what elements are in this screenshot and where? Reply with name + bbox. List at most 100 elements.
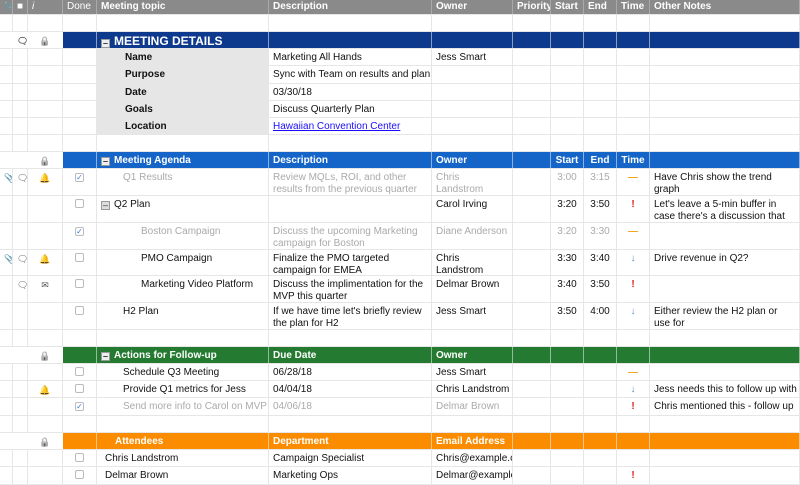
cell-time[interactable]: — [617, 363, 650, 380]
cell-time[interactable]: Time [617, 152, 650, 169]
done-checkbox[interactable]: ✓ [75, 226, 84, 236]
paperclip-icon[interactable]: 📎 [4, 254, 12, 264]
done-checkbox[interactable] [75, 452, 84, 462]
cell-done[interactable] [63, 83, 97, 100]
cell-other-notes[interactable] [650, 467, 800, 484]
cell-done[interactable] [63, 276, 97, 302]
column-header-done[interactable]: Done [63, 0, 97, 14]
cell-owner[interactable]: Owner [432, 152, 513, 169]
cell-meeting-topic[interactable]: – Q2 Plan [97, 196, 269, 222]
done-checkbox[interactable] [75, 305, 84, 315]
cell-owner[interactable] [432, 118, 513, 135]
cell-done[interactable]: ✓ [63, 222, 97, 249]
cell-other-notes[interactable] [650, 415, 800, 432]
cell-done[interactable] [63, 415, 97, 432]
cell-meeting-topic[interactable]: Provide Q1 metrics for Jess [97, 381, 269, 398]
cell-other-notes[interactable]: Chris mentioned this - follow up [650, 398, 800, 415]
cell-other-notes[interactable] [650, 346, 800, 363]
cell-other-notes[interactable]: Drive revenue in Q2? [650, 249, 800, 276]
cell-owner[interactable]: Chris Landstrom [432, 381, 513, 398]
cell-other-notes[interactable]: Either review the H2 plan or use for [650, 302, 800, 329]
cell-done[interactable] [63, 381, 97, 398]
cell-start[interactable] [551, 415, 584, 432]
column-header-time[interactable]: Time [617, 0, 650, 14]
cell-priority[interactable] [513, 432, 551, 449]
cell-start[interactable] [551, 49, 584, 66]
cell-description[interactable]: 03/30/18 [269, 83, 432, 100]
cell-owner[interactable]: Email Address [432, 432, 513, 449]
cell-time[interactable] [617, 66, 650, 83]
cell-other-notes[interactable] [650, 66, 800, 83]
cell-owner[interactable] [432, 100, 513, 118]
comment-icon[interactable]: 🗨 [17, 36, 28, 46]
cell-done[interactable] [63, 329, 97, 346]
cell-start[interactable]: 3:20 [551, 222, 584, 249]
done-checkbox[interactable]: ✓ [75, 173, 84, 183]
column-header-info[interactable]: i [28, 0, 63, 14]
cell-owner[interactable] [432, 32, 513, 48]
cell-start[interactable] [551, 83, 584, 100]
cell-done[interactable] [63, 346, 97, 363]
cell-priority[interactable] [513, 169, 551, 196]
cell-owner[interactable]: Diane Anderson [432, 222, 513, 249]
cell-time[interactable] [617, 118, 650, 135]
cell-description[interactable]: Campaign Specialist [269, 449, 432, 467]
cell-priority[interactable] [513, 249, 551, 276]
cell-description[interactable]: Description [269, 152, 432, 169]
cell-end[interactable] [584, 398, 617, 415]
cell-start[interactable]: 3:20 [551, 196, 584, 222]
cell-priority[interactable] [513, 15, 551, 31]
cell-priority[interactable] [513, 135, 551, 152]
cell-owner[interactable] [432, 15, 513, 31]
cell-meeting-topic[interactable]: Boston Campaign [97, 222, 269, 249]
cell-description[interactable] [269, 329, 432, 346]
cell-other-notes[interactable] [650, 222, 800, 249]
cell-time[interactable]: ! [617, 467, 650, 484]
cell-start[interactable] [551, 398, 584, 415]
cell-time[interactable] [617, 432, 650, 449]
cell-end[interactable] [584, 432, 617, 449]
lock-icon[interactable]: 🔒 [39, 156, 51, 167]
cell-priority[interactable] [513, 100, 551, 118]
cell-meeting-topic[interactable]: Attendees [97, 432, 269, 449]
cell-meeting-topic[interactable]: H2 Plan [97, 302, 269, 329]
cell-time[interactable] [617, 346, 650, 363]
cell-meeting-topic[interactable]: Q1 Results [97, 169, 269, 196]
cell-done[interactable]: ✓ [63, 398, 97, 415]
cell-meeting-topic[interactable]: PMO Campaign [97, 249, 269, 276]
cell-other-notes[interactable]: Have Chris show the trend graph [650, 169, 800, 196]
cell-other-notes[interactable] [650, 449, 800, 467]
cell-done[interactable] [63, 100, 97, 118]
location-link[interactable]: Hawaiian Convention Center [273, 121, 401, 133]
cell-priority[interactable] [513, 152, 551, 169]
cell-time[interactable] [617, 415, 650, 432]
cell-other-notes[interactable] [650, 49, 800, 66]
cell-meeting-topic[interactable] [97, 135, 269, 152]
done-checkbox[interactable]: ✓ [75, 402, 84, 412]
cell-end[interactable] [584, 100, 617, 118]
cell-other-notes[interactable] [650, 152, 800, 169]
collapse-toggle[interactable]: – [101, 200, 110, 211]
cell-start[interactable] [551, 329, 584, 346]
cell-meeting-topic[interactable]: Marketing Video Platform [97, 276, 269, 302]
cell-other-notes[interactable] [650, 363, 800, 380]
cell-done[interactable] [63, 449, 97, 467]
cell-meeting-topic[interactable]: Purpose [97, 66, 269, 83]
cell-description[interactable] [269, 15, 432, 31]
cell-time[interactable]: — [617, 169, 650, 196]
cell-description[interactable]: If we have time let's briefly review the… [269, 302, 432, 329]
cell-owner[interactable]: Jess Smart [432, 363, 513, 380]
cell-owner[interactable]: Carol Irving [432, 196, 513, 222]
cell-end[interactable]: 3:30 [584, 222, 617, 249]
cell-end[interactable]: 3:40 [584, 249, 617, 276]
cell-start[interactable]: 3:30 [551, 249, 584, 276]
cell-description[interactable] [269, 32, 432, 48]
cell-end[interactable] [584, 49, 617, 66]
cell-other-notes[interactable] [650, 118, 800, 135]
cell-priority[interactable] [513, 329, 551, 346]
cell-start[interactable]: Start [551, 152, 584, 169]
cell-meeting-topic[interactable] [97, 15, 269, 31]
cell-done[interactable] [63, 32, 97, 48]
cell-owner[interactable] [432, 66, 513, 83]
cell-other-notes[interactable]: Let's leave a 5-min buffer in case there… [650, 196, 800, 222]
